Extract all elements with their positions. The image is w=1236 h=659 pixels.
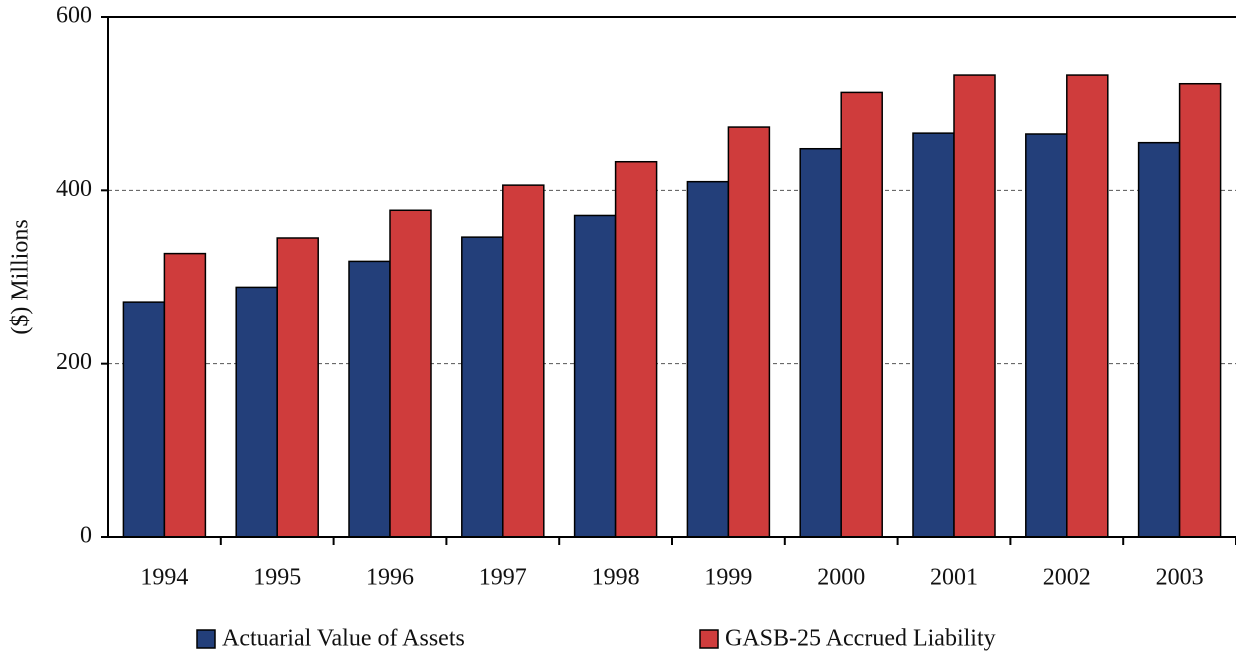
bar bbox=[1178, 82, 1222, 538]
x-tick-label: 1999 bbox=[704, 565, 752, 591]
x-tick-label: 1998 bbox=[592, 565, 640, 591]
bar bbox=[461, 236, 504, 538]
legend-swatch bbox=[196, 629, 216, 649]
bar bbox=[389, 209, 432, 538]
x-tick-label: 2003 bbox=[1156, 565, 1204, 591]
bar bbox=[727, 126, 771, 538]
x-tick-label: 2000 bbox=[817, 565, 865, 591]
bar bbox=[235, 286, 278, 538]
bar bbox=[1025, 133, 1068, 538]
bar bbox=[799, 147, 842, 538]
x-tick-label: 1994 bbox=[140, 565, 188, 591]
bar bbox=[502, 184, 545, 538]
bar bbox=[1066, 74, 1109, 538]
bar bbox=[1137, 141, 1181, 538]
x-tick-label: 1995 bbox=[253, 565, 301, 591]
bar bbox=[122, 301, 166, 538]
x-tick-label: 1997 bbox=[479, 565, 527, 591]
legend-swatch bbox=[699, 629, 719, 649]
bar bbox=[686, 180, 730, 538]
bar bbox=[953, 74, 996, 538]
x-tick-label: 2002 bbox=[1043, 565, 1091, 591]
y-tick-label: 600 bbox=[56, 3, 92, 29]
legend-label: Actuarial Value of Assets bbox=[222, 626, 465, 652]
bar bbox=[614, 160, 658, 538]
bar bbox=[840, 91, 883, 538]
bar bbox=[163, 252, 207, 538]
y-tick-label: 400 bbox=[56, 176, 92, 202]
y-tick-label: 200 bbox=[56, 349, 92, 375]
x-tick-label: 1996 bbox=[366, 565, 414, 591]
x-tick-label: 2001 bbox=[930, 565, 978, 591]
legend-label: GASB-25 Accrued Liability bbox=[725, 626, 996, 652]
y-axis-label: ($) Millions bbox=[8, 219, 34, 334]
bar bbox=[912, 132, 955, 538]
bar bbox=[573, 214, 617, 538]
bar bbox=[348, 260, 391, 538]
y-tick-label: 0 bbox=[80, 523, 92, 549]
bar bbox=[276, 237, 319, 538]
